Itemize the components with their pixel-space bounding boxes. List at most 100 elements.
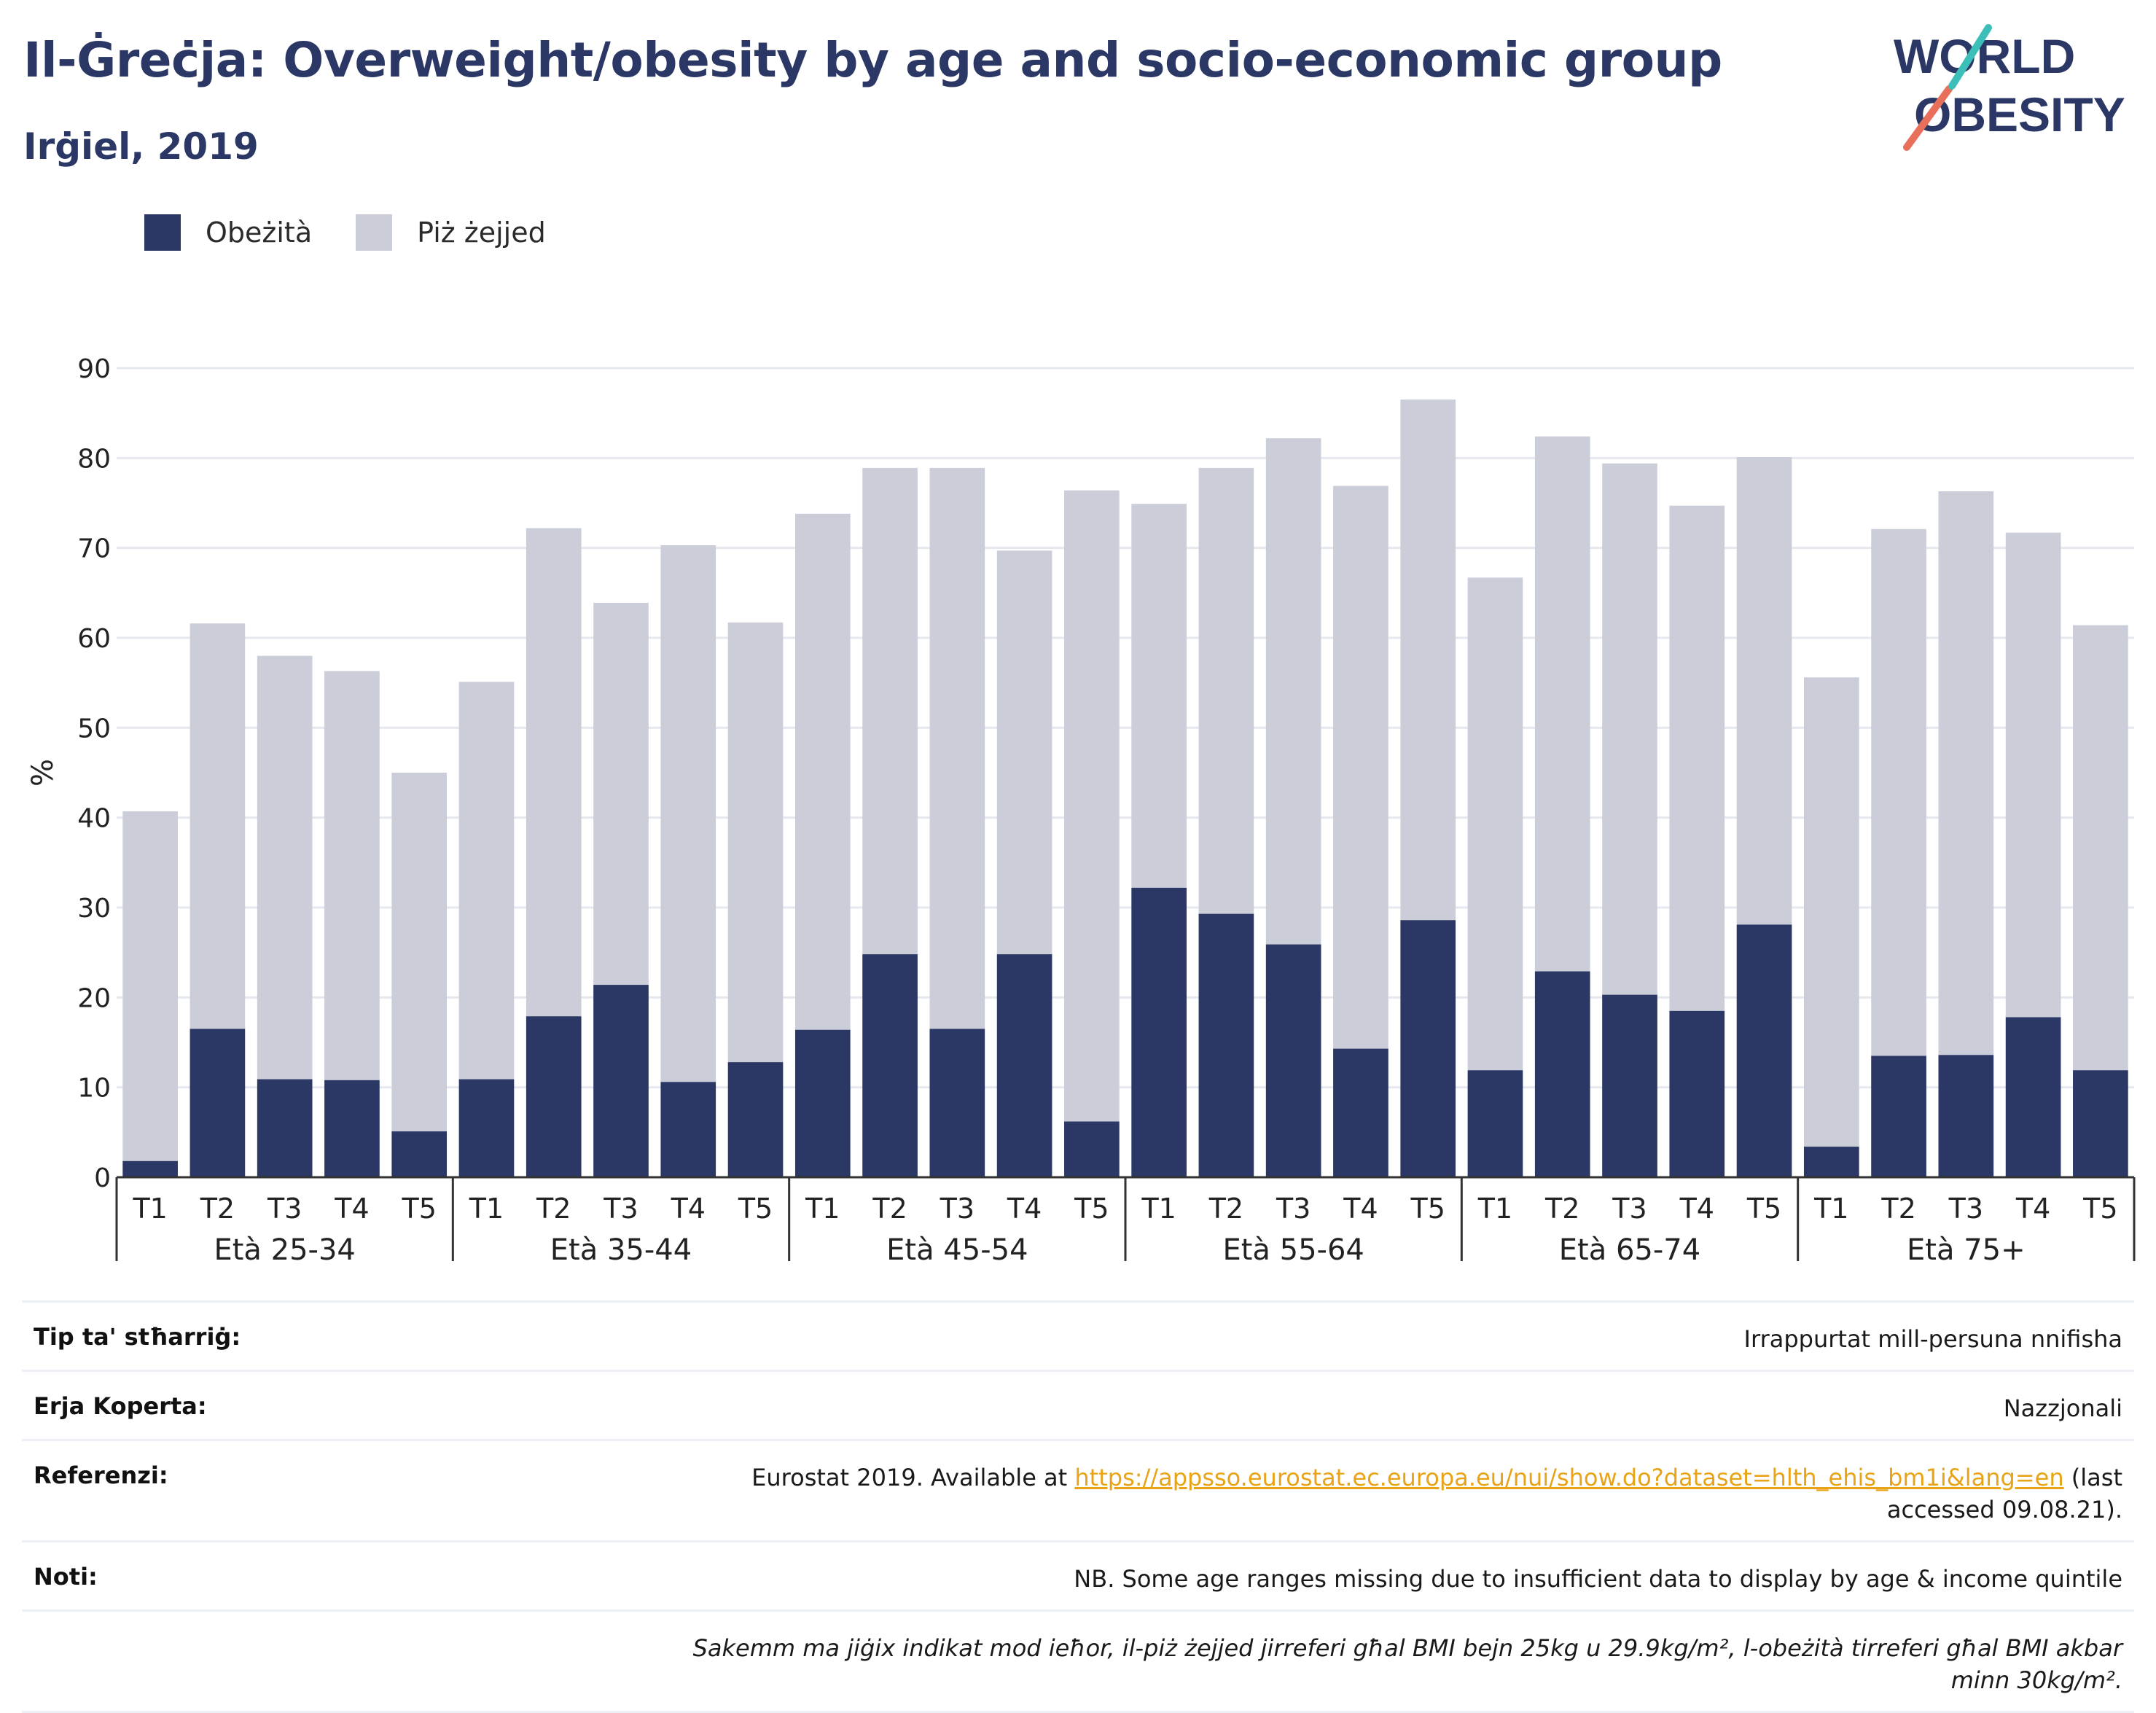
y-tick-label: 30	[77, 894, 111, 924]
y-tick-label: 20	[77, 983, 111, 1013]
bar-overweight	[996, 550, 1052, 955]
x-tick-label: T2	[1544, 1193, 1579, 1225]
notes-value: NB. Some age ranges missing due to insuf…	[1074, 1565, 2122, 1593]
footer-info-table: Tip ta' stħarriġ: Irrappurtat mill-persu…	[22, 1300, 2134, 1713]
bar-overweight	[458, 682, 515, 1080]
x-tick-label: T1	[469, 1193, 504, 1225]
bar-overweight	[862, 467, 918, 955]
y-tick-label: 90	[77, 354, 111, 384]
x-tick-label: T4	[1343, 1193, 1378, 1225]
bar-obese	[996, 954, 1052, 1177]
bar-overweight	[1467, 577, 1523, 1071]
bar-overweight	[1803, 677, 1859, 1147]
bar-obese	[1669, 1010, 1725, 1177]
x-tick-label: T5	[1410, 1193, 1445, 1225]
x-tick-label: T2	[1880, 1193, 1915, 1225]
y-axis-label: %	[26, 759, 60, 787]
bar-obese	[324, 1080, 380, 1177]
x-tick-label: T1	[1813, 1193, 1848, 1225]
bar-obese	[1602, 994, 1657, 1177]
bar-overweight	[1400, 399, 1456, 921]
notes-label: Noti:	[34, 1563, 98, 1591]
bar-overweight	[2005, 532, 2061, 1018]
x-tick-label: T5	[1746, 1193, 1781, 1225]
group-label: Età 45-54	[886, 1233, 1028, 1261]
references-label: Referenzi:	[34, 1462, 168, 1489]
bar-obese	[660, 1082, 716, 1177]
survey-type-label: Tip ta' stħarriġ:	[34, 1323, 241, 1351]
y-tick-label: 70	[77, 534, 111, 564]
footer-row-survey-type: Tip ta' stħarriġ: Irrappurtat mill-persu…	[22, 1300, 2134, 1370]
group-label: Età 35-44	[550, 1233, 692, 1261]
bar-overweight	[391, 773, 448, 1132]
bar-obese	[593, 985, 649, 1177]
x-tick-label: T4	[1007, 1193, 1042, 1225]
bar-overweight	[526, 528, 582, 1017]
legend-label-obese: Obeżità	[206, 216, 313, 249]
references-link[interactable]: https://appsso.eurostat.ec.europa.eu/nui…	[1074, 1464, 2064, 1491]
bar-obese	[526, 1016, 582, 1177]
bar-obese	[458, 1079, 515, 1177]
survey-type-value: Irrappurtat mill-persuna nnifisha	[1743, 1325, 2122, 1353]
bar-overweight	[1736, 457, 1792, 925]
x-tick-label: T1	[805, 1193, 840, 1225]
bar-obese	[1064, 1121, 1120, 1177]
bar-obese	[257, 1079, 313, 1177]
references-prefix: Eurostat 2019. Available at	[751, 1464, 1075, 1491]
world-obesity-logo: WORLD OBESITY	[1894, 24, 2125, 151]
area-covered-label: Erja Koperta:	[34, 1392, 207, 1420]
x-tick-label: T4	[334, 1193, 369, 1225]
bar-obese	[1938, 1055, 1994, 1177]
bar-obese	[2073, 1070, 2128, 1177]
x-tick-label: T1	[1477, 1193, 1512, 1225]
x-tick-label: T2	[200, 1193, 235, 1225]
x-tick-label: T1	[132, 1193, 167, 1225]
bar-overweight	[794, 513, 851, 1030]
x-tick-label: T3	[1948, 1193, 1983, 1225]
bar-overweight	[1198, 467, 1254, 914]
footer-row-references: Referenzi: Eurostat 2019. Available at h…	[22, 1439, 2134, 1540]
bar-overweight	[929, 467, 985, 1029]
x-tick-label: T5	[2082, 1193, 2117, 1225]
chart-title: Il-Ġreċja: Overweight/obesity by age and…	[23, 32, 1722, 88]
group-label: Età 55-64	[1222, 1233, 1364, 1261]
legend-label-overweight: Piż żejjed	[417, 216, 546, 249]
legend-swatch-obese	[144, 214, 181, 251]
x-tick-label: T3	[603, 1193, 638, 1225]
references-value: Eurostat 2019. Available at https://apps…	[665, 1462, 2122, 1526]
bar-overweight	[1333, 485, 1388, 1049]
bar-obese	[190, 1029, 246, 1177]
x-tick-label: T5	[1074, 1193, 1109, 1225]
x-tick-label: T4	[671, 1193, 706, 1225]
bar-overweight	[1669, 505, 1725, 1011]
footer-row-notes: Noti: NB. Some age ranges missing due to…	[22, 1540, 2134, 1609]
y-tick-label: 10	[77, 1074, 111, 1104]
bar-overweight	[1265, 438, 1321, 945]
bar-obese	[1265, 944, 1321, 1177]
x-tick-label: T3	[267, 1193, 302, 1225]
bar-obese	[1871, 1055, 1926, 1177]
chart-subtitle: Irġiel, 2019	[23, 125, 259, 168]
bar-obese	[1534, 971, 1590, 1177]
bar-obese	[1467, 1070, 1523, 1177]
x-tick-label: T3	[1612, 1193, 1647, 1225]
bar-obese	[794, 1029, 851, 1177]
bar-obese	[929, 1029, 985, 1177]
bar-overweight	[593, 602, 649, 986]
bar-obese	[1803, 1147, 1859, 1177]
logo-text-obesity: OBESITY	[1914, 87, 2125, 141]
footer-row-disclaimer: Sakemm ma jiġix indikat mod ieħor, il-pi…	[22, 1609, 2134, 1713]
y-tick-label: 40	[77, 804, 111, 834]
group-label: Età 65-74	[1559, 1233, 1700, 1261]
x-tick-label: T5	[738, 1193, 773, 1225]
bar-obese	[122, 1160, 178, 1177]
bar-obese	[1333, 1048, 1388, 1177]
bar-obese	[1131, 887, 1187, 1177]
legend-swatch-overweight	[356, 214, 393, 251]
x-tick-label: T3	[940, 1193, 975, 1225]
x-tick-label: T4	[2015, 1193, 2050, 1225]
bar-overweight	[1871, 528, 1926, 1056]
bar-overweight	[190, 623, 246, 1029]
bar-obese	[1198, 913, 1254, 1177]
x-tick-label: T5	[402, 1193, 437, 1225]
